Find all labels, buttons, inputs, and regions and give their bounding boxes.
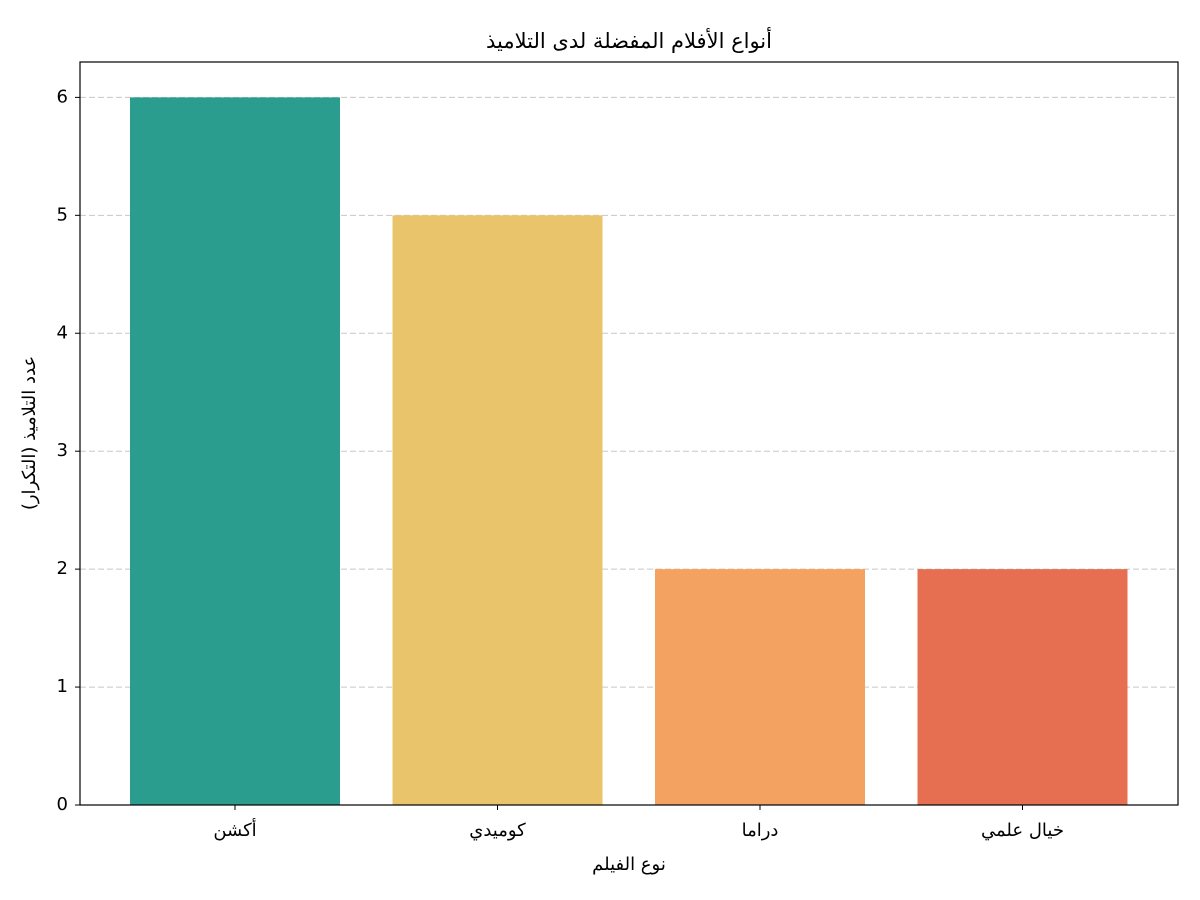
bar (130, 97, 340, 805)
y-tick-label: 3 (57, 440, 68, 461)
y-tick-label: 6 (57, 86, 68, 107)
bar (392, 215, 603, 806)
x-tick-label: خيال علمي (981, 820, 1064, 841)
bar (917, 569, 1128, 805)
x-tick-label: أكشن (213, 818, 256, 841)
y-tick-label: 4 (57, 322, 68, 343)
x-tick-label: دراما (742, 820, 779, 841)
y-tick-label: 1 (57, 676, 68, 697)
y-tick-label: 5 (57, 204, 68, 225)
y-tick-label: 0 (57, 794, 68, 815)
plot-frame (79, 61, 1179, 806)
x-axis-label: نوع الفيلم (592, 854, 666, 875)
bar (655, 569, 865, 805)
y-axis-label: عدد التلاميذ (التكرار) (19, 356, 40, 510)
x-tick-label: كوميدي (469, 820, 526, 841)
chart-title: أنواع الأفلام المفضلة لدى التلاميذ (486, 27, 772, 53)
y-tick-label: 2 (57, 558, 68, 579)
